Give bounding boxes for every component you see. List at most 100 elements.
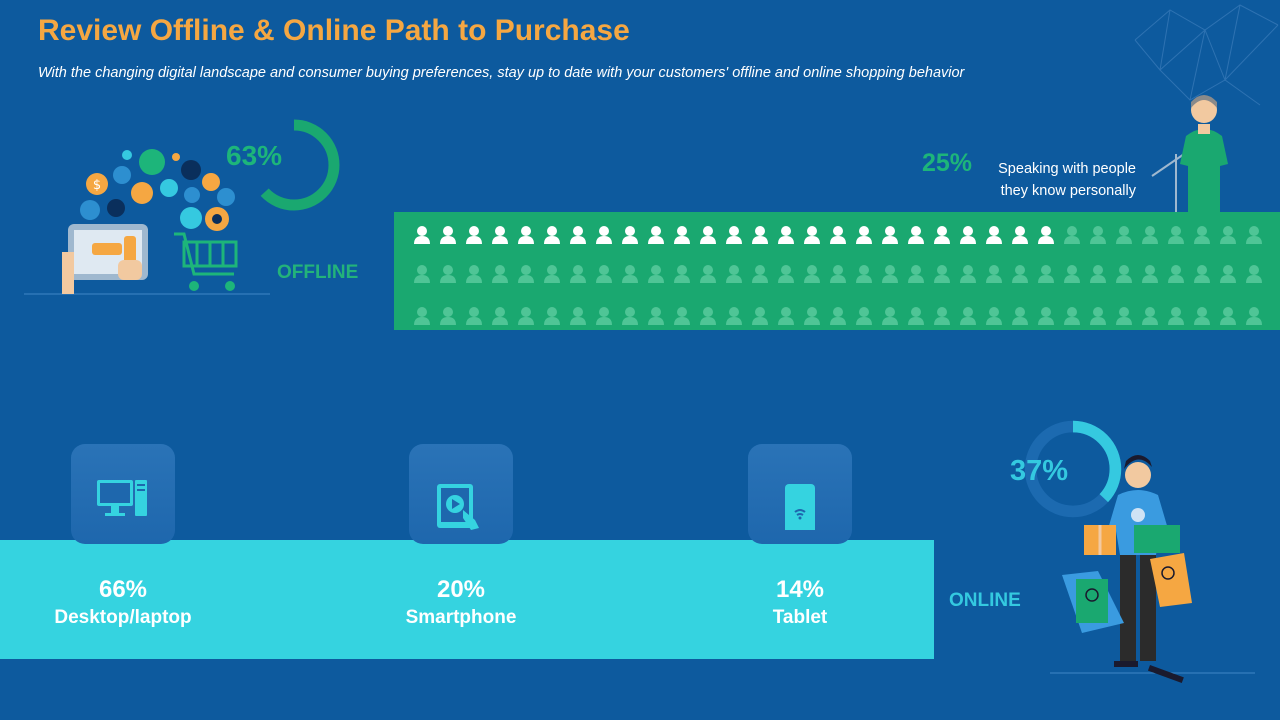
- person-icon-highlighted: [518, 226, 534, 244]
- tablet-touch-icon: [437, 484, 479, 530]
- offline-percent-ring: [248, 119, 340, 211]
- person-icon-highlighted: [622, 226, 638, 244]
- speaking-line-2: they know personally: [1000, 183, 1136, 199]
- person-icon: [804, 307, 820, 325]
- person-icon: [1142, 307, 1158, 325]
- person-icon: [1090, 265, 1106, 283]
- person-icon: [492, 265, 508, 283]
- person-icon: [1012, 265, 1028, 283]
- online-percent: 37%: [1010, 455, 1069, 487]
- offline-people-band: [394, 212, 1280, 330]
- person-icon-highlighted: [1012, 226, 1028, 244]
- person-icon: [1220, 307, 1236, 325]
- person-icon: [466, 307, 482, 325]
- speaker-illustration: [1151, 95, 1228, 212]
- person-icon-highlighted: [440, 226, 456, 244]
- person-icon: [1090, 307, 1106, 325]
- person-icon: [1064, 307, 1080, 325]
- online-devices-band: [0, 540, 934, 659]
- person-icon: [1246, 226, 1262, 244]
- person-icon: [700, 307, 716, 325]
- svg-text:$: $: [93, 178, 101, 193]
- speaking-percent: 25%: [922, 149, 973, 177]
- tablet-label: Tablet: [772, 607, 828, 628]
- person-icon: [908, 307, 924, 325]
- person-icon: [414, 307, 430, 325]
- person-icon: [414, 265, 430, 283]
- smartphone-label: Smartphone: [405, 607, 517, 628]
- person-icon: [830, 265, 846, 283]
- desktop-tile: [71, 444, 175, 544]
- person-icon: [882, 265, 898, 283]
- person-icon: [440, 265, 456, 283]
- person-icon: [960, 307, 976, 325]
- person-icon: [1116, 226, 1132, 244]
- person-icon: [1220, 226, 1236, 244]
- person-icon: [986, 307, 1002, 325]
- network-decoration: [1134, 4, 1279, 106]
- offline-percent: 63%: [226, 140, 283, 171]
- person-icon: [934, 307, 950, 325]
- shopper-illustration: [1050, 455, 1255, 683]
- person-icon: [596, 265, 612, 283]
- person-icon: [856, 265, 872, 283]
- person-icon: [856, 307, 872, 325]
- person-icon: [700, 265, 716, 283]
- person-icon-highlighted: [934, 226, 950, 244]
- person-icon-highlighted: [778, 226, 794, 244]
- person-icon: [986, 265, 1002, 283]
- person-icon: [752, 265, 768, 283]
- person-icon: [622, 265, 638, 283]
- online-percent-ring: [1024, 420, 1122, 518]
- person-icon: [1038, 265, 1054, 283]
- tablet-tile: [748, 444, 852, 544]
- person-icon: [596, 307, 612, 325]
- person-icon: [804, 265, 820, 283]
- person-icon: [544, 307, 560, 325]
- person-icon: [440, 307, 456, 325]
- desktop-label: Desktop/laptop: [54, 607, 192, 628]
- person-icon: [674, 307, 690, 325]
- person-icon: [648, 307, 664, 325]
- online-label: ONLINE: [949, 590, 1021, 611]
- person-icon: [960, 265, 976, 283]
- smartphone-tile: [409, 444, 513, 544]
- speaking-line-1: Speaking with people: [998, 161, 1136, 177]
- person-icon-highlighted: [544, 226, 560, 244]
- person-icon: [1064, 265, 1080, 283]
- desktop-percent: 66%: [98, 576, 148, 603]
- person-icon: [778, 265, 794, 283]
- person-icon: [1090, 226, 1106, 244]
- person-icon: [1142, 265, 1158, 283]
- person-icon: [1142, 226, 1158, 244]
- person-icon: [1194, 226, 1210, 244]
- offline-label: OFFLINE: [277, 262, 359, 283]
- person-icon-highlighted: [596, 226, 612, 244]
- people-grid: [414, 226, 1262, 325]
- person-icon-highlighted: [986, 226, 1002, 244]
- person-icon: [1194, 265, 1210, 283]
- person-icon: [648, 265, 664, 283]
- person-icon: [622, 307, 638, 325]
- tablet-percent: 14%: [775, 576, 825, 603]
- person-icon: [518, 307, 534, 325]
- person-icon: [492, 307, 508, 325]
- smartphone-percent: 20%: [436, 576, 486, 603]
- person-icon: [1116, 307, 1132, 325]
- person-icon: [570, 307, 586, 325]
- person-icon-highlighted: [882, 226, 898, 244]
- person-icon: [882, 307, 898, 325]
- person-icon: [674, 265, 690, 283]
- person-icon: [570, 265, 586, 283]
- person-icon-highlighted: [1038, 226, 1054, 244]
- person-icon: [1194, 307, 1210, 325]
- person-icon-highlighted: [466, 226, 482, 244]
- person-icon: [1116, 265, 1132, 283]
- person-icon: [1168, 265, 1184, 283]
- person-icon: [1064, 226, 1080, 244]
- person-icon: [1012, 307, 1028, 325]
- person-icon: [518, 265, 534, 283]
- page-title: Review Offline & Online Path to Purchase: [38, 14, 630, 47]
- person-icon-highlighted: [804, 226, 820, 244]
- person-icon-highlighted: [856, 226, 872, 244]
